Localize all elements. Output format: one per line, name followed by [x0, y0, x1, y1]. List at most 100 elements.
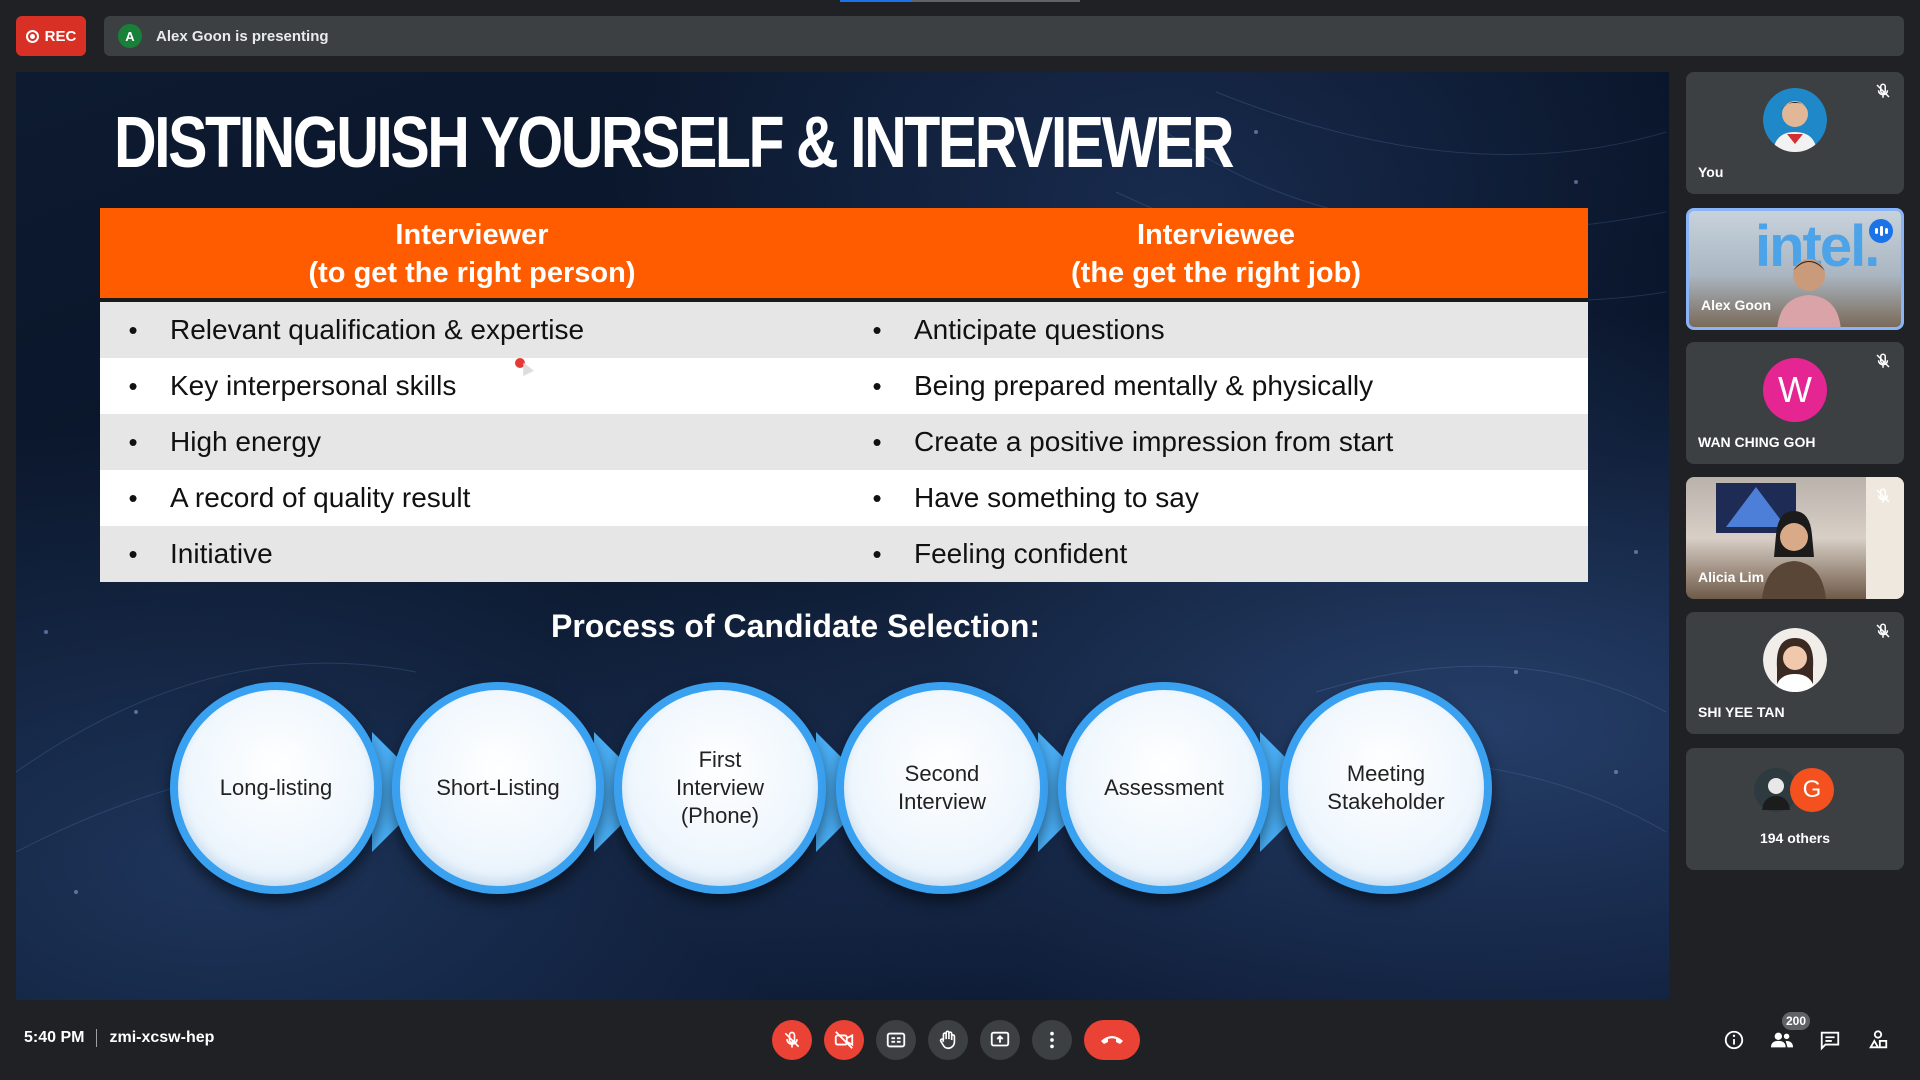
- process-step: First Interview (Phone): [614, 682, 826, 894]
- divider: [96, 1029, 98, 1047]
- header-interviewee: Interviewee (the get the right job): [844, 208, 1588, 298]
- mic-off-icon: [1876, 353, 1890, 368]
- table-header: Interviewer (to get the right person) In…: [100, 208, 1588, 302]
- mic-off-icon: [784, 1031, 800, 1048]
- table-row: • High energy • Create a positive impressi…: [100, 414, 1588, 470]
- table-row: • Key interpersonal skills • Being prepare…: [100, 358, 1588, 414]
- table-cell: High energy: [170, 426, 321, 457]
- participant-name: SHI YEE TAN: [1698, 704, 1785, 720]
- table-cell: Initiative: [170, 538, 273, 569]
- process-step: Meeting Stakeholder: [1280, 682, 1492, 894]
- activities-icon: [1869, 1030, 1888, 1049]
- process-step: Assessment: [1058, 682, 1270, 894]
- meeting-code: zmi-xcsw-hep: [109, 1029, 215, 1046]
- header-interviewer-subtitle: (to get the right person): [308, 257, 636, 289]
- process-steps: Long-listing Short-Listing First Intervi…: [156, 682, 1516, 902]
- header-interviewer-title: Interviewer: [395, 219, 549, 251]
- header-interviewee-subtitle: (the get the right job): [1071, 257, 1361, 289]
- recording-label: REC: [44, 27, 77, 45]
- table-row: • Relevant qualification & expertise • Ant…: [100, 302, 1588, 358]
- participant-tile-wan-ching-goh[interactable]: W WAN CHING GOH: [1686, 342, 1904, 464]
- presenter-avatar: A: [118, 24, 142, 48]
- presentation-progress: [840, 0, 1080, 2]
- camera-toggle-button[interactable]: [824, 1020, 864, 1060]
- process-step: Second Interview: [836, 682, 1048, 894]
- shared-slide: DISTINGUISH YOURSELF & INTERVIEWER Inter…: [16, 72, 1669, 1000]
- participant-tile-shi-yee-tan[interactable]: SHI YEE TAN: [1686, 612, 1904, 734]
- mic-off-icon: [1876, 488, 1890, 503]
- table-cell: Being prepared mentally & physically: [914, 370, 1374, 401]
- process-step-label: Meeting Stakeholder: [1327, 761, 1445, 814]
- participant-tile-others[interactable]: G 194 others: [1686, 748, 1904, 870]
- info-icon: [1724, 1030, 1744, 1050]
- bullet: •: [128, 314, 138, 345]
- process-step-label: Assessment: [1104, 775, 1224, 800]
- present-screen-icon: [990, 1031, 1010, 1047]
- participant-video: [1777, 259, 1841, 327]
- present-now-button[interactable]: [980, 1020, 1020, 1060]
- table-cell: Relevant qualification & expertise: [170, 314, 585, 345]
- hand-icon: [939, 1030, 956, 1050]
- participant-name: Alex Goon: [1701, 297, 1772, 313]
- presenting-bar[interactable]: A Alex Goon is presenting: [104, 16, 1904, 56]
- speaking-indicator-icon: [1869, 219, 1893, 243]
- chat-button[interactable]: [1817, 1027, 1843, 1053]
- avatar: G: [1790, 768, 1834, 812]
- header-interviewee-title: Interviewee: [1137, 219, 1295, 251]
- bullet: •: [128, 370, 138, 401]
- others-avatars: G: [1754, 768, 1844, 812]
- raise-hand-button[interactable]: [928, 1020, 968, 1060]
- table-cell: A record of quality result: [170, 482, 471, 513]
- bullet: •: [872, 538, 882, 569]
- table-cell: Key interpersonal skills: [170, 370, 457, 401]
- bullet: •: [128, 426, 138, 457]
- header-interviewer: Interviewer (to get the right person): [100, 208, 844, 298]
- participant-name: You: [1698, 164, 1724, 180]
- end-call-icon: [1101, 1036, 1123, 1044]
- comparison-table: Interviewer (to get the right person) In…: [100, 208, 1588, 582]
- captions-button[interactable]: [876, 1020, 916, 1060]
- record-icon: [25, 29, 39, 43]
- participant-name: WAN CHING GOH: [1698, 434, 1816, 450]
- avatar: [1763, 628, 1827, 692]
- bullet: •: [872, 370, 882, 401]
- process-step: Short-Listing: [392, 682, 604, 894]
- meeting-time: 5:40 PM: [24, 1029, 85, 1046]
- participant-tile-alex-goon[interactable]: intel. Alex Goon: [1686, 208, 1904, 330]
- activities-button[interactable]: [1865, 1027, 1891, 1053]
- meeting-info[interactable]: 5:40 PM zmi-xcsw-hep: [24, 1029, 214, 1047]
- process-step-label: Long-listing: [219, 775, 333, 800]
- process-step-label: Short-Listing: [436, 775, 560, 800]
- participant-name: Alicia Lim: [1698, 569, 1765, 585]
- participant-tile-alicia-lim[interactable]: Alicia Lim: [1686, 477, 1904, 599]
- leave-call-button[interactable]: [1084, 1020, 1140, 1060]
- bullet: •: [872, 426, 882, 457]
- mic-toggle-button[interactable]: [772, 1020, 812, 1060]
- mic-off-icon: [1876, 83, 1890, 98]
- pointer-dot: [515, 358, 525, 368]
- meeting-details-button[interactable]: [1721, 1027, 1747, 1053]
- process-step: Long-listing: [170, 682, 382, 894]
- avatar: [1763, 88, 1827, 152]
- bullet: •: [872, 482, 882, 513]
- others-count-label: 194 others: [1759, 830, 1831, 846]
- participant-tile-you[interactable]: You: [1686, 72, 1904, 194]
- slide-title: DISTINGUISH YOURSELF & INTERVIEWER: [114, 103, 1235, 183]
- avatar: [1754, 768, 1798, 812]
- avatar: W: [1763, 358, 1827, 422]
- bullet: •: [128, 482, 138, 513]
- table-cell: Anticipate questions: [914, 314, 1165, 345]
- table-cell: Feeling confident: [914, 538, 1128, 569]
- camera-off-icon: [834, 1031, 854, 1049]
- process-step-label: Second Interview: [897, 761, 987, 814]
- bullet: •: [872, 314, 882, 345]
- captions-icon: [886, 1032, 906, 1048]
- people-button[interactable]: [1769, 1027, 1795, 1053]
- more-vert-icon: [1050, 1031, 1054, 1049]
- table-cell: Have something to say: [914, 482, 1199, 513]
- more-options-button[interactable]: [1032, 1020, 1072, 1060]
- recording-badge[interactable]: REC: [16, 16, 86, 56]
- table-row: • A record of quality result • Have someth…: [100, 470, 1588, 526]
- mic-off-icon: [1876, 623, 1890, 638]
- process-title: Process of Candidate Selection:: [551, 608, 1041, 644]
